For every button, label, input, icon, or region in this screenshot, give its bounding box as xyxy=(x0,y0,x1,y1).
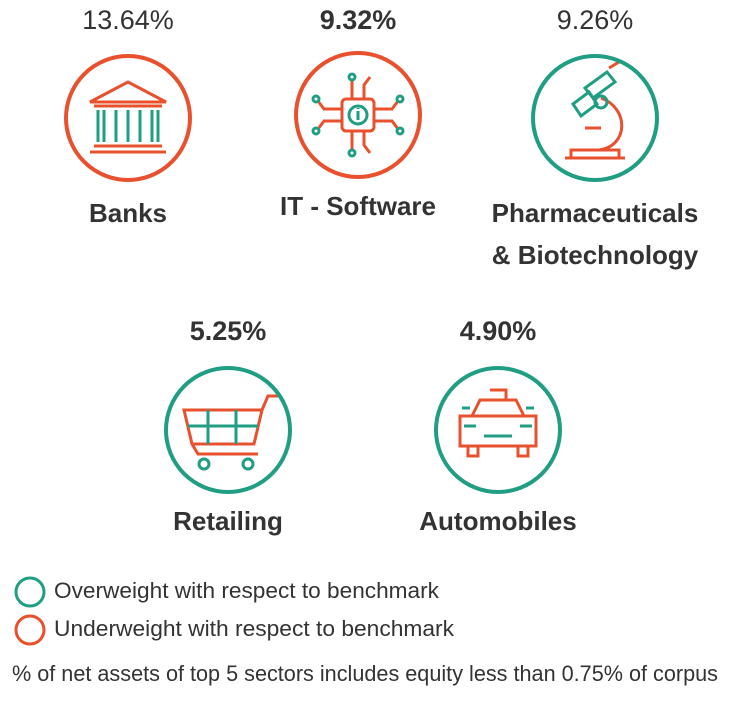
sector-percent: 13.64% xyxy=(82,5,174,35)
cart-icon xyxy=(182,394,278,471)
legend-label: Overweight with respect to benchmark xyxy=(54,578,440,603)
sector-percent: 9.32% xyxy=(320,5,397,35)
sector-ring xyxy=(434,366,562,494)
sector-ring xyxy=(164,366,292,494)
car-icon xyxy=(458,388,538,458)
footnote: % of net assets of top 5 sectors include… xyxy=(12,661,718,686)
legend-label: Underweight with respect to benchmark xyxy=(54,616,455,641)
chip-icon xyxy=(311,72,405,158)
sector-name: & Biotechnology xyxy=(492,240,699,270)
sector-name: Pharmaceuticals xyxy=(492,198,699,228)
sector-ring xyxy=(531,54,659,182)
microscope-icon xyxy=(565,60,625,160)
sector-ring xyxy=(64,54,192,182)
sector-percent: 4.90% xyxy=(460,316,537,346)
sector-percent: 9.26% xyxy=(557,5,634,35)
sector-name: IT - Software xyxy=(280,191,436,221)
legend-swatch xyxy=(14,614,46,646)
sector-name: Automobiles xyxy=(419,506,576,536)
sector-percent: 5.25% xyxy=(190,316,267,346)
legend-swatch xyxy=(14,576,46,608)
sector-name: Banks xyxy=(89,198,167,228)
bank-icon xyxy=(89,80,167,154)
sector-ring xyxy=(294,51,422,179)
sector-name: Retailing xyxy=(173,506,283,536)
